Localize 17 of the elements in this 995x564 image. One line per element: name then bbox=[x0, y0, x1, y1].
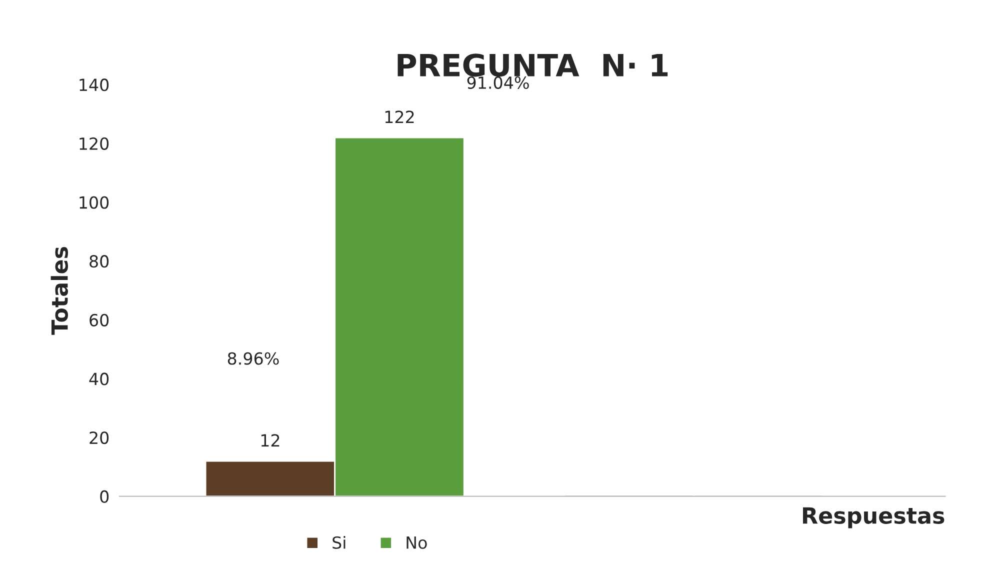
y-tick-label: 100 bbox=[80, 196, 109, 209]
data-label: 12 bbox=[261, 434, 280, 446]
data-label: 122 bbox=[385, 110, 414, 123]
legend-label: No bbox=[406, 536, 427, 549]
annotation: 91.04% bbox=[467, 76, 529, 89]
y-tick-label: 120 bbox=[80, 137, 109, 150]
y-tick-label: 40 bbox=[89, 372, 109, 386]
y-axis-title: Totales bbox=[50, 247, 68, 335]
y-tick-label: 80 bbox=[90, 255, 109, 268]
y-tick-label: 0 bbox=[100, 490, 109, 503]
annotation: 8.96% bbox=[228, 352, 279, 365]
x-axis-title: Respuestas bbox=[803, 507, 944, 528]
y-tick-label: 20 bbox=[90, 431, 109, 444]
y-tick-label: 60 bbox=[90, 314, 109, 326]
y-tick-label: 140 bbox=[80, 78, 109, 92]
chart-title: PREGUNTA N· 1 bbox=[398, 54, 668, 77]
legend-label: Si bbox=[332, 536, 346, 549]
